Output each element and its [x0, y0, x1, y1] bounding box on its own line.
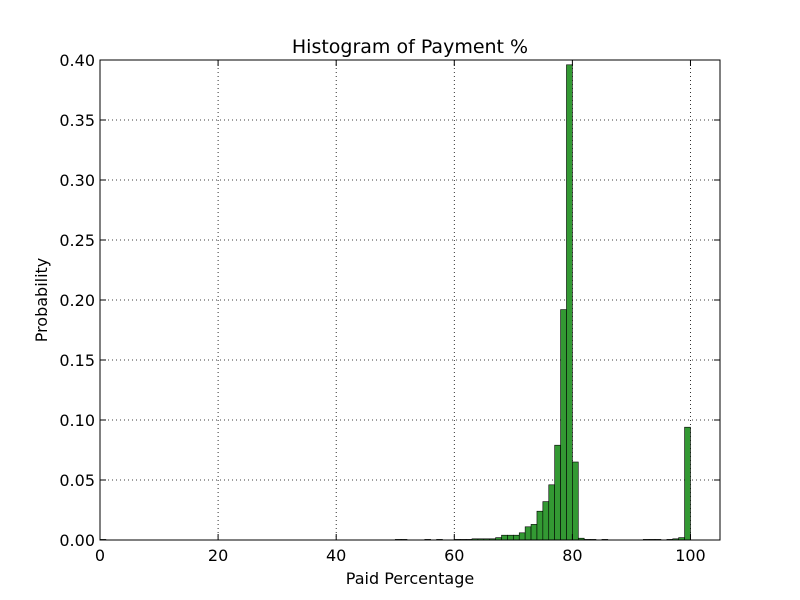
histogram-bar	[501, 534, 508, 541]
y-axis-label: Probability	[32, 258, 51, 343]
y-tick-label: 0.40	[59, 51, 95, 70]
y-tick-label: 0.00	[59, 531, 95, 550]
axis-ticks: 0 20 40 60 80 100 0.00 0.05 0.10 0.15 0.20 0.25 0.30…	[59, 51, 720, 565]
grid	[100, 60, 720, 540]
y-tick-label: 0.20	[59, 291, 95, 310]
histogram-bar	[566, 64, 573, 541]
histogram-bar	[548, 484, 555, 541]
histogram-bar	[513, 534, 520, 541]
histogram-bar	[684, 426, 691, 541]
y-tick-label: 0.25	[59, 231, 95, 250]
x-tick-label: 60	[444, 546, 464, 565]
chart-title: Histogram of Payment %	[292, 36, 528, 58]
y-tick-label: 0.15	[59, 351, 95, 370]
y-tick-label: 0.35	[59, 111, 95, 130]
plot-frame	[99, 59, 721, 541]
histogram-bar	[572, 461, 579, 541]
x-tick-label: 40	[326, 546, 346, 565]
x-axis-label: Paid Percentage	[346, 569, 474, 588]
histogram-bar	[542, 501, 550, 541]
y-tick-label: 0.10	[59, 411, 95, 430]
x-tick-label: 80	[562, 546, 582, 565]
histogram-bar	[554, 444, 561, 541]
histogram-bar	[530, 524, 538, 541]
histogram-bar	[536, 510, 544, 541]
x-tick-label: 0	[95, 546, 105, 565]
x-tick-label: 20	[208, 546, 228, 565]
histogram-bar	[518, 532, 526, 541]
x-tick-label: 100	[675, 546, 706, 565]
y-tick-label: 0.05	[59, 471, 95, 490]
histogram-bar	[560, 309, 567, 541]
histogram-bar	[524, 526, 532, 541]
histogram-bar	[507, 534, 514, 541]
y-tick-label: 0.30	[59, 171, 95, 190]
